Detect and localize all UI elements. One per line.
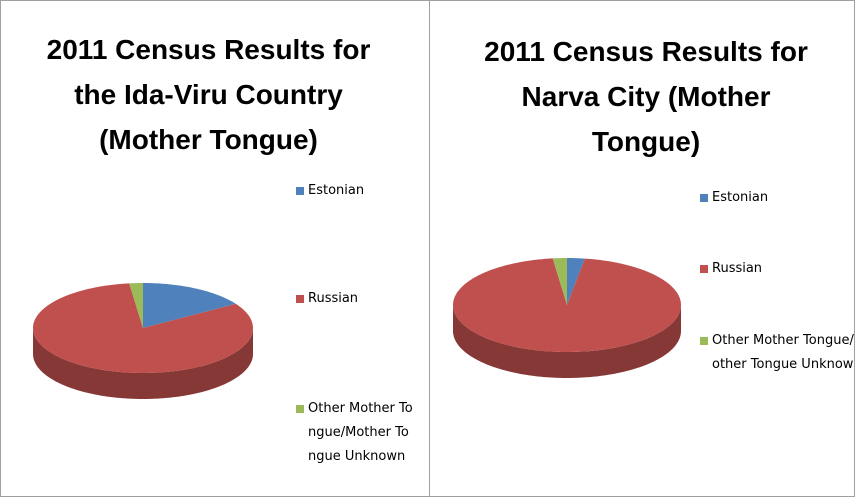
legend-label: Russian [308, 291, 359, 306]
legend-swatch [700, 194, 708, 202]
legend-swatch [700, 265, 708, 273]
legend-label: Estonian [308, 183, 365, 198]
legend-item: Russian [296, 287, 416, 311]
chart-title: 2011 Census Results for the Ida-Viru Cou… [46, 34, 371, 155]
slice [129, 283, 143, 328]
slice [567, 258, 585, 305]
legend-item: Other Mother Tongue/Mother Tongue Unknow… [700, 329, 855, 377]
slice-side [33, 328, 253, 399]
legend-swatch [296, 405, 304, 413]
legend-item: Other Mother Tongue/Mother Tongue Unknow… [296, 397, 416, 469]
legend-item: Russian [700, 257, 854, 281]
slice [143, 283, 236, 328]
chart-panel: 2011 Census Results for the Ida-Viru Cou… [1, 1, 430, 496]
legend-swatch [296, 187, 304, 195]
legend-item: Estonian [296, 179, 416, 203]
slice [453, 258, 681, 352]
legend-label: Estonian [712, 190, 769, 205]
legend-item: Estonian [700, 186, 854, 210]
pie-chart [33, 283, 253, 399]
legend-label: Other Mother Tongue/Mother Tongue Unknow… [712, 333, 855, 372]
legend-label: Russian [712, 261, 763, 276]
legend-swatch [296, 295, 304, 303]
slice-side [453, 305, 681, 378]
legend-swatch [700, 337, 708, 345]
chart-panel: 2011 Census Results for Narva City (Moth… [430, 1, 855, 496]
pie-chart [453, 258, 681, 378]
chart-title: 2011 Census Results for Narva City (Moth… [484, 36, 808, 157]
slice [33, 283, 253, 373]
legend-label: Other Mother Tongue/Mother Tongue Unknow… [308, 401, 413, 464]
slice [552, 258, 567, 305]
